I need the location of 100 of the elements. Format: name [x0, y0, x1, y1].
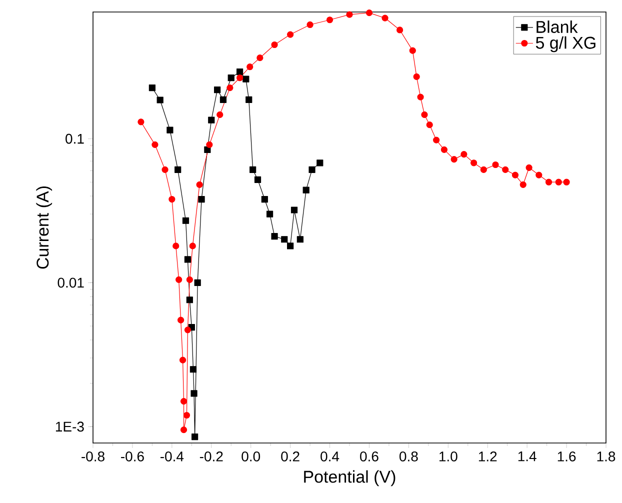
point	[172, 242, 180, 250]
point	[190, 366, 197, 373]
point	[326, 16, 334, 24]
point	[440, 146, 448, 153]
point	[290, 206, 298, 214]
point	[287, 242, 294, 250]
point	[152, 141, 158, 148]
point	[450, 156, 458, 163]
point	[250, 166, 256, 173]
point	[228, 74, 234, 82]
point	[180, 426, 188, 434]
y-tick-label: 0.01	[58, 278, 84, 288]
y-axis-title: Current (A)	[36, 186, 52, 269]
point	[271, 41, 278, 48]
point	[194, 279, 201, 286]
point	[180, 398, 188, 405]
x-tick-label: 1.4	[518, 451, 536, 462]
point	[256, 54, 264, 62]
point	[156, 96, 164, 104]
point	[226, 84, 234, 92]
point	[261, 196, 268, 203]
x-tick-label: 1.8	[597, 451, 616, 462]
point	[433, 136, 440, 144]
point	[421, 111, 428, 118]
point	[296, 236, 304, 243]
x-tick-label: 0.0	[242, 451, 260, 462]
point	[220, 96, 227, 103]
point	[417, 94, 424, 100]
point	[138, 118, 144, 126]
point	[409, 47, 416, 54]
point	[526, 164, 532, 171]
x-tick-label: -0.2	[200, 451, 223, 462]
x-tick-label: 1.6	[558, 451, 576, 462]
point	[178, 316, 184, 324]
x-tick-label: 0.4	[320, 451, 340, 462]
point	[166, 126, 174, 134]
point	[206, 141, 213, 148]
legend-label: 5 g/l XG	[536, 36, 596, 52]
point	[174, 166, 182, 173]
point	[183, 412, 190, 419]
point	[492, 161, 499, 168]
point	[236, 68, 244, 76]
legend-label: Blank	[536, 20, 578, 33]
point	[287, 31, 294, 38]
point	[254, 176, 262, 183]
point	[460, 151, 468, 158]
point	[520, 181, 526, 188]
point	[198, 196, 205, 203]
x-tick-label: 1.0	[439, 451, 458, 462]
point	[563, 178, 570, 186]
point	[176, 276, 182, 283]
x-tick-label: -0.4	[160, 451, 184, 462]
point	[179, 356, 186, 364]
point	[190, 390, 198, 397]
point	[242, 76, 250, 82]
point	[266, 210, 274, 218]
point	[184, 326, 192, 334]
point	[512, 172, 519, 178]
point	[186, 276, 193, 283]
point	[302, 186, 310, 194]
point	[480, 166, 487, 173]
y-tick-label: 0.1	[66, 134, 84, 144]
point	[346, 11, 353, 18]
point	[192, 434, 198, 440]
point	[186, 296, 193, 304]
point	[413, 73, 420, 80]
point	[316, 160, 324, 166]
point	[470, 160, 478, 166]
point	[246, 64, 254, 70]
point	[536, 172, 542, 178]
point	[216, 111, 224, 118]
point	[168, 196, 176, 203]
point	[382, 14, 388, 22]
x-tick-label: -0.6	[121, 451, 144, 462]
point	[236, 74, 244, 82]
point	[396, 26, 404, 34]
point	[555, 178, 562, 186]
point	[148, 84, 156, 92]
point	[189, 242, 196, 250]
x-tick-label: -0.8	[82, 451, 104, 462]
point	[246, 96, 252, 103]
point	[184, 256, 192, 263]
x-tick-label: 0.2	[281, 451, 300, 462]
x-tick-label: 0.6	[360, 451, 378, 462]
point	[162, 166, 168, 173]
point	[502, 166, 509, 173]
point	[545, 178, 552, 186]
point	[306, 21, 314, 28]
point	[214, 86, 221, 94]
x-axis-title: Potential (V)	[304, 470, 396, 486]
x-tick-label: 0.8	[400, 451, 418, 462]
point	[366, 10, 373, 16]
point	[208, 116, 215, 124]
point	[426, 122, 433, 128]
point	[196, 181, 203, 188]
point	[182, 217, 190, 224]
point	[281, 236, 288, 243]
point	[308, 166, 316, 173]
y-tick-label: 1E-3	[56, 422, 84, 432]
point	[271, 233, 278, 240]
